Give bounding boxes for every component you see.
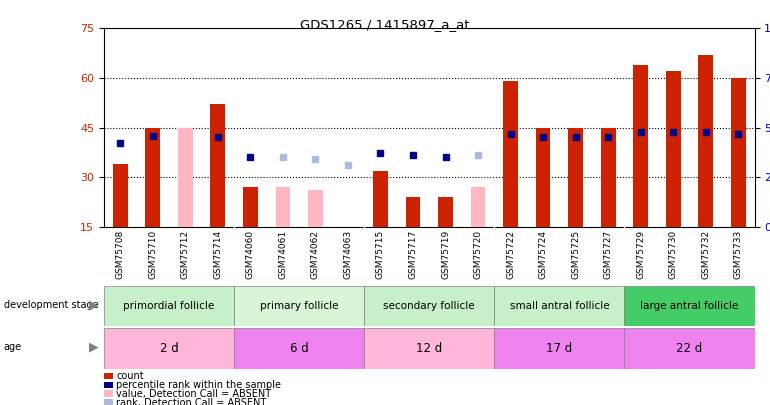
Bar [634, 65, 648, 227]
Bar [113, 164, 128, 227]
Text: development stage: development stage [4, 300, 99, 310]
Text: ▶: ▶ [89, 298, 99, 311]
Text: GDS1265 / 1415897_a_at: GDS1265 / 1415897_a_at [300, 18, 470, 31]
Bar [504, 81, 518, 227]
Bar [601, 128, 615, 227]
Text: rank, Detection Call = ABSENT: rank, Detection Call = ABSENT [116, 398, 266, 405]
Text: primary follicle: primary follicle [260, 301, 338, 311]
Bar [364, 286, 494, 326]
Text: secondary follicle: secondary follicle [383, 301, 475, 311]
Bar [234, 286, 364, 326]
Bar [104, 328, 234, 369]
Text: value, Detection Call = ABSENT: value, Detection Call = ABSENT [116, 389, 271, 399]
Text: large antral follicle: large antral follicle [641, 301, 738, 311]
Text: primordial follicle: primordial follicle [123, 301, 215, 311]
Bar [364, 328, 494, 369]
Text: 22 d: 22 d [676, 342, 703, 355]
Bar [243, 187, 258, 227]
Text: 12 d: 12 d [416, 342, 443, 355]
Bar [568, 128, 583, 227]
Bar [666, 71, 681, 227]
Bar [494, 286, 624, 326]
Text: 6 d: 6 d [290, 342, 309, 355]
Bar [624, 328, 755, 369]
Bar [731, 78, 745, 227]
Bar [373, 171, 388, 227]
Bar [438, 197, 453, 227]
Bar [698, 55, 713, 227]
Text: count: count [116, 371, 144, 381]
Text: small antral follicle: small antral follicle [510, 301, 609, 311]
Bar [470, 187, 485, 227]
Bar [178, 128, 192, 227]
Text: percentile rank within the sample: percentile rank within the sample [116, 380, 281, 390]
Bar [210, 104, 225, 227]
Bar [104, 286, 234, 326]
Bar [234, 328, 364, 369]
Bar [308, 190, 323, 227]
Bar [276, 187, 290, 227]
Bar [536, 128, 551, 227]
Text: age: age [4, 342, 22, 352]
Bar [494, 328, 624, 369]
Text: ▶: ▶ [89, 341, 99, 354]
Bar [406, 197, 420, 227]
Text: 17 d: 17 d [546, 342, 573, 355]
Text: 2 d: 2 d [159, 342, 179, 355]
Bar [624, 286, 755, 326]
Bar [146, 128, 160, 227]
